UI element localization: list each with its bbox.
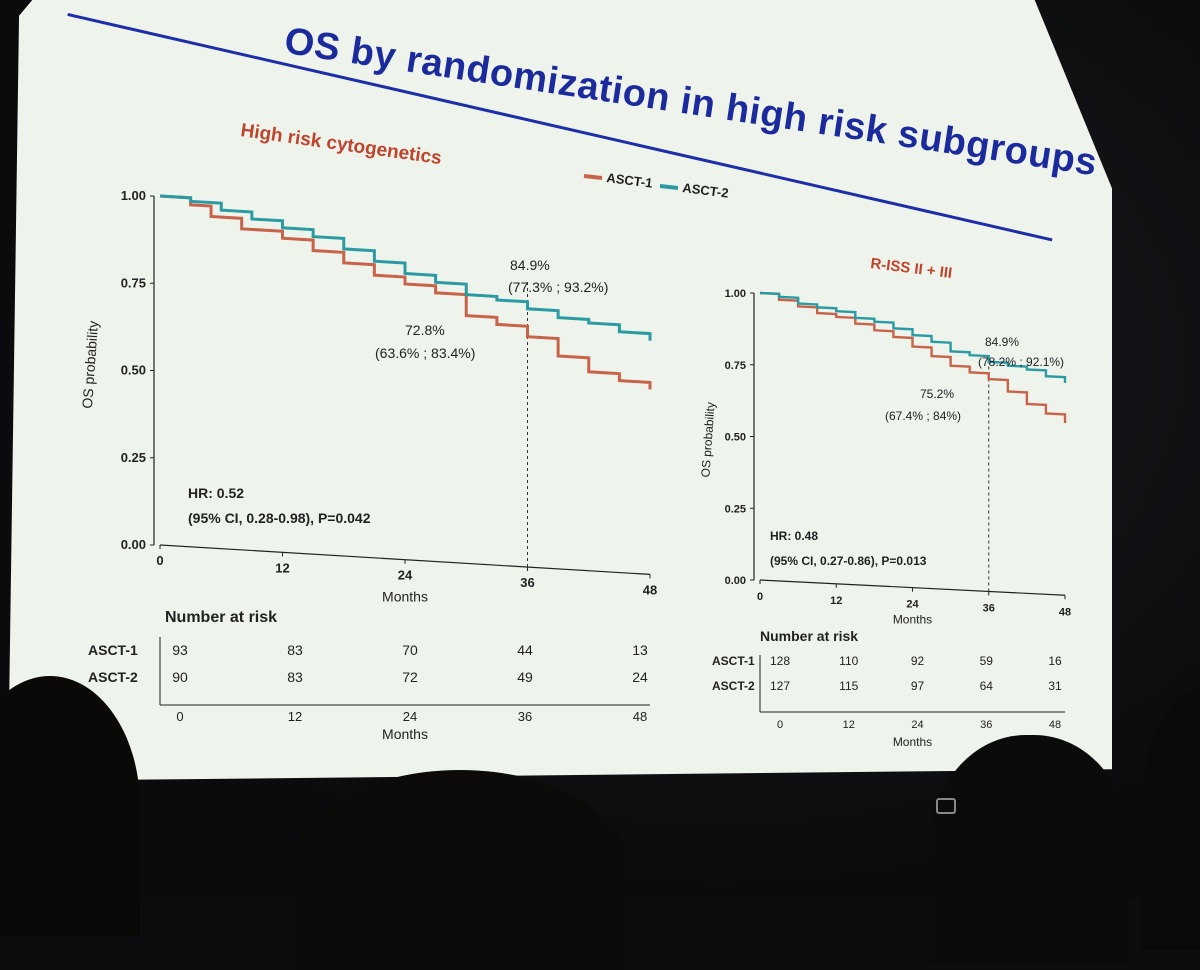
chart2-asct1-estimate: 75.2% xyxy=(920,387,954,401)
legend-swatch-asct-2 xyxy=(659,184,679,190)
chart2-y-tick-label: 0.50 xyxy=(725,432,746,444)
chart1-hazard-ratio: HR: 0.52 xyxy=(188,485,244,501)
chart1-risk-cell: 13 xyxy=(632,642,648,658)
chart1-risk-cell: 24 xyxy=(632,669,648,685)
audience-head-right xyxy=(930,735,1130,965)
chart2-asct2-estimate: 84.9% xyxy=(985,335,1019,349)
chart1-risk-x-tick: 24 xyxy=(403,709,417,724)
chart2-risk-x-tick: 48 xyxy=(1049,719,1061,731)
chart1-risk-x-tick: 12 xyxy=(288,709,302,724)
chart2-x-tick-label: 36 xyxy=(983,602,995,614)
chart1-x-tick-label: 12 xyxy=(275,560,289,575)
chart2-risk-x-tick: 0 xyxy=(777,719,783,731)
legend-swatch-asct-1 xyxy=(583,174,603,180)
chart2-x-tick-label: 24 xyxy=(906,599,919,611)
projected-slide: OS by randomization in high risk subgrou… xyxy=(8,0,1112,782)
chart1-subtitle: High risk cytogenetics xyxy=(239,120,443,169)
chart1-risk-x-tick: 0 xyxy=(176,709,183,724)
chart1-x-tick-label: 0 xyxy=(156,553,163,568)
chart1-risk-cell: 83 xyxy=(287,669,303,685)
chart1-risk-title: Number at risk xyxy=(165,609,277,626)
chart2-x-tick-label: 0 xyxy=(757,591,763,603)
chart1-series-asct-2 xyxy=(159,194,652,341)
chart1-asct2-estimate: 84.9% xyxy=(510,257,550,273)
chart2-x-tick-label: 12 xyxy=(830,595,842,607)
chart1-risk-cell: 90 xyxy=(172,669,188,685)
chart2-risk-cell: 16 xyxy=(1048,654,1062,668)
chart2-asct1-ci: (67.4% ; 84%) xyxy=(885,409,961,423)
chart2-series-asct-2 xyxy=(759,291,1067,383)
chart1-risk-row-label: ASCT-2 xyxy=(88,669,138,685)
chart2-y-tick-label: 1.00 xyxy=(725,288,746,300)
chart1-risk-cell: 44 xyxy=(517,642,533,658)
chart1-x-label: Months xyxy=(382,589,428,605)
chart1-y-tick-label: 0.00 xyxy=(121,537,146,552)
chart1-asct1-ci: (63.6% ; 83.4%) xyxy=(375,345,475,361)
chart1-hazard-ratio-ci: (95% CI, 0.28-0.98), P=0.042 xyxy=(188,510,371,526)
chart2-risk-x-tick: 36 xyxy=(980,719,992,731)
chart1-asct2-ci: (77.3% ; 93.2%) xyxy=(508,279,608,295)
glasses-frame xyxy=(936,798,956,814)
chart2-x-label: Months xyxy=(893,613,932,627)
chart2-y-tick-label: 0.75 xyxy=(725,360,746,372)
km-charts: ASCT-1 ASCT-2 High risk cytogenetics 0.00 0.… xyxy=(79,120,1071,749)
legend-label-asct-2: ASCT-2 xyxy=(682,180,730,201)
chart2-risk-cell: 110 xyxy=(839,654,858,668)
chart1-y-tick-label: 0.75 xyxy=(121,275,146,290)
chart1-x-tick-label: 48 xyxy=(643,582,657,597)
chart2-risk-cell: 97 xyxy=(911,679,925,693)
chart2-risk-cell: 59 xyxy=(980,654,994,668)
chart2-subtitle: R-ISS II + III xyxy=(870,255,954,282)
chart1-risk-x-tick: 36 xyxy=(518,709,532,724)
chart1-risk-x-label: Months xyxy=(382,726,428,742)
chart1-asct1-estimate: 72.8% xyxy=(405,322,445,338)
chart2-risk-row-label: ASCT-2 xyxy=(712,679,755,693)
chart1-risk-x-tick: 48 xyxy=(633,709,647,724)
chart1-y-tick-label: 0.50 xyxy=(121,363,146,378)
chart2-y-tick-label: 0.00 xyxy=(725,575,746,587)
chart2-risk-cell: 115 xyxy=(839,679,858,693)
chart2-risk-x-tick: 24 xyxy=(911,719,923,731)
chart2-y-label: OS probability xyxy=(698,402,717,478)
chart1-y-tick-label: 1.00 xyxy=(121,188,146,203)
chart1-risk-cell: 72 xyxy=(402,669,418,685)
chart2-risk-x-label: Months xyxy=(893,735,932,749)
chart1-x-tick-label: 36 xyxy=(520,575,534,590)
chart2-risk-row-label: ASCT-1 xyxy=(712,654,755,668)
chart1-series-asct-1 xyxy=(159,194,652,390)
chart1-y-tick-label: 0.25 xyxy=(121,450,146,465)
chart2-asct2-ci: (78.2% ; 92.1%) xyxy=(978,355,1064,369)
chart1-risk-cell: 70 xyxy=(402,642,418,658)
chart2-risk-cell: 64 xyxy=(980,679,994,693)
chart2-risk-x-tick: 12 xyxy=(843,719,855,731)
audience-head-center xyxy=(290,770,630,970)
chart1-x-tick-label: 24 xyxy=(398,568,413,583)
chart2-hazard-ratio-ci: (95% CI, 0.27-0.86), P=0.013 xyxy=(770,554,927,568)
chart2-x-tick-label: 48 xyxy=(1059,606,1071,618)
chart1-risk-row-label: ASCT-1 xyxy=(88,642,138,658)
chart2-series-asct-1 xyxy=(759,291,1067,424)
chart1-risk-cell: 83 xyxy=(287,642,303,658)
audience-head-left xyxy=(0,676,140,936)
chart2-risk-cell: 31 xyxy=(1048,679,1062,693)
chart2-risk-cell: 128 xyxy=(770,654,790,668)
chart2-risk-cell: 127 xyxy=(770,679,790,693)
chart2-y-tick-label: 0.25 xyxy=(725,503,746,515)
chart2-risk-cell: 92 xyxy=(911,654,925,668)
chart2-risk-title: Number at risk xyxy=(760,628,858,644)
chart1-y-label: OS probability xyxy=(79,320,101,409)
chart1-risk-cell: 93 xyxy=(172,642,188,658)
chart2-hazard-ratio: HR: 0.48 xyxy=(770,529,818,543)
chart1-risk-cell: 49 xyxy=(517,669,533,685)
legend-label-asct-1: ASCT-1 xyxy=(606,170,654,191)
